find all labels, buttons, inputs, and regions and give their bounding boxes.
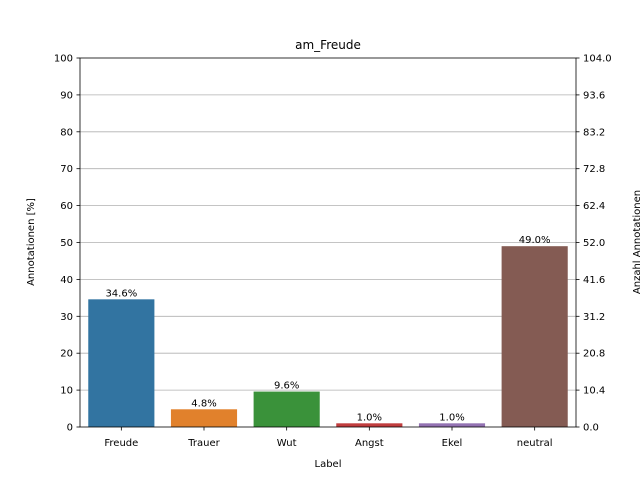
value-label: 49.0% [519,235,551,246]
value-label: 4.8% [191,398,216,409]
y-tick-label-right: 31.2 [583,312,605,323]
y-tick-label-right: 52.0 [583,238,605,249]
y-tick-label-right: 93.6 [583,90,605,101]
y-tick-label-right: 104.0 [583,54,612,65]
bar-trauer [170,409,238,427]
y-tick-label-right: 0.0 [583,423,599,434]
value-label: 1.0% [357,412,382,423]
y-tick-labels-left: 0 10 20 30 40 50 60 70 80 90 100 [54,54,73,434]
y-tick-label: 0 [67,423,73,434]
x-tick-label: neutral [517,438,553,449]
bars [88,246,568,427]
bar-ekel [418,423,486,427]
y-tick-label-right: 20.8 [583,349,605,360]
y-tick-label: 100 [54,54,73,65]
y-tick-label: 40 [60,275,73,286]
value-label: 34.6% [105,288,137,299]
x-tick-label: Angst [355,438,384,449]
y-tick-label: 10 [60,386,73,397]
x-tick-label: Trauer [187,438,220,449]
y-tick-label: 30 [60,312,73,323]
x-axis-label: Label [315,459,342,470]
y-tick-label-right: 41.6 [583,275,605,286]
y-tick-label: 70 [60,164,73,175]
y-tick-label-right: 62.4 [583,201,605,212]
chart-title: am_Freude [295,38,361,52]
axes [76,57,580,431]
bar-wut [253,391,320,427]
y-tick-label: 20 [60,349,73,360]
grid-lines [80,94,576,391]
bar-neutral [501,246,568,427]
y-tick-labels-right: 0.0 10.4 20.8 31.2 41.6 52.0 62.4 72.8 83.2 93.6 1… [583,54,612,434]
value-labels: 34.6% 4.8% 9.6% 1.0% 1.0% 49.0% [105,235,550,423]
y-tick-label: 80 [60,127,73,138]
x-tick-label: Ekel [442,438,463,449]
bar-freude [88,299,155,427]
x-tick-label: Freude [104,438,138,449]
y-tick-label: 90 [60,90,73,101]
y-tick-label-right: 10.4 [583,386,605,397]
x-tick-label: Wut [277,438,297,449]
y-tick-label: 50 [60,238,73,249]
y-axis-label-right: Anzahl Annotationen [632,190,640,294]
x-tick-labels: Freude Trauer Wut Angst Ekel neutral [104,438,552,449]
value-label: 1.0% [439,412,464,423]
y-tick-label-right: 83.2 [583,127,605,138]
value-label: 9.6% [274,381,299,392]
y-axis-label-left: Annotationen [%] [26,198,37,286]
y-tick-label-right: 72.8 [583,164,605,175]
plot-frame [79,57,577,428]
bar-angst [336,423,403,427]
y-tick-label: 60 [60,201,73,212]
